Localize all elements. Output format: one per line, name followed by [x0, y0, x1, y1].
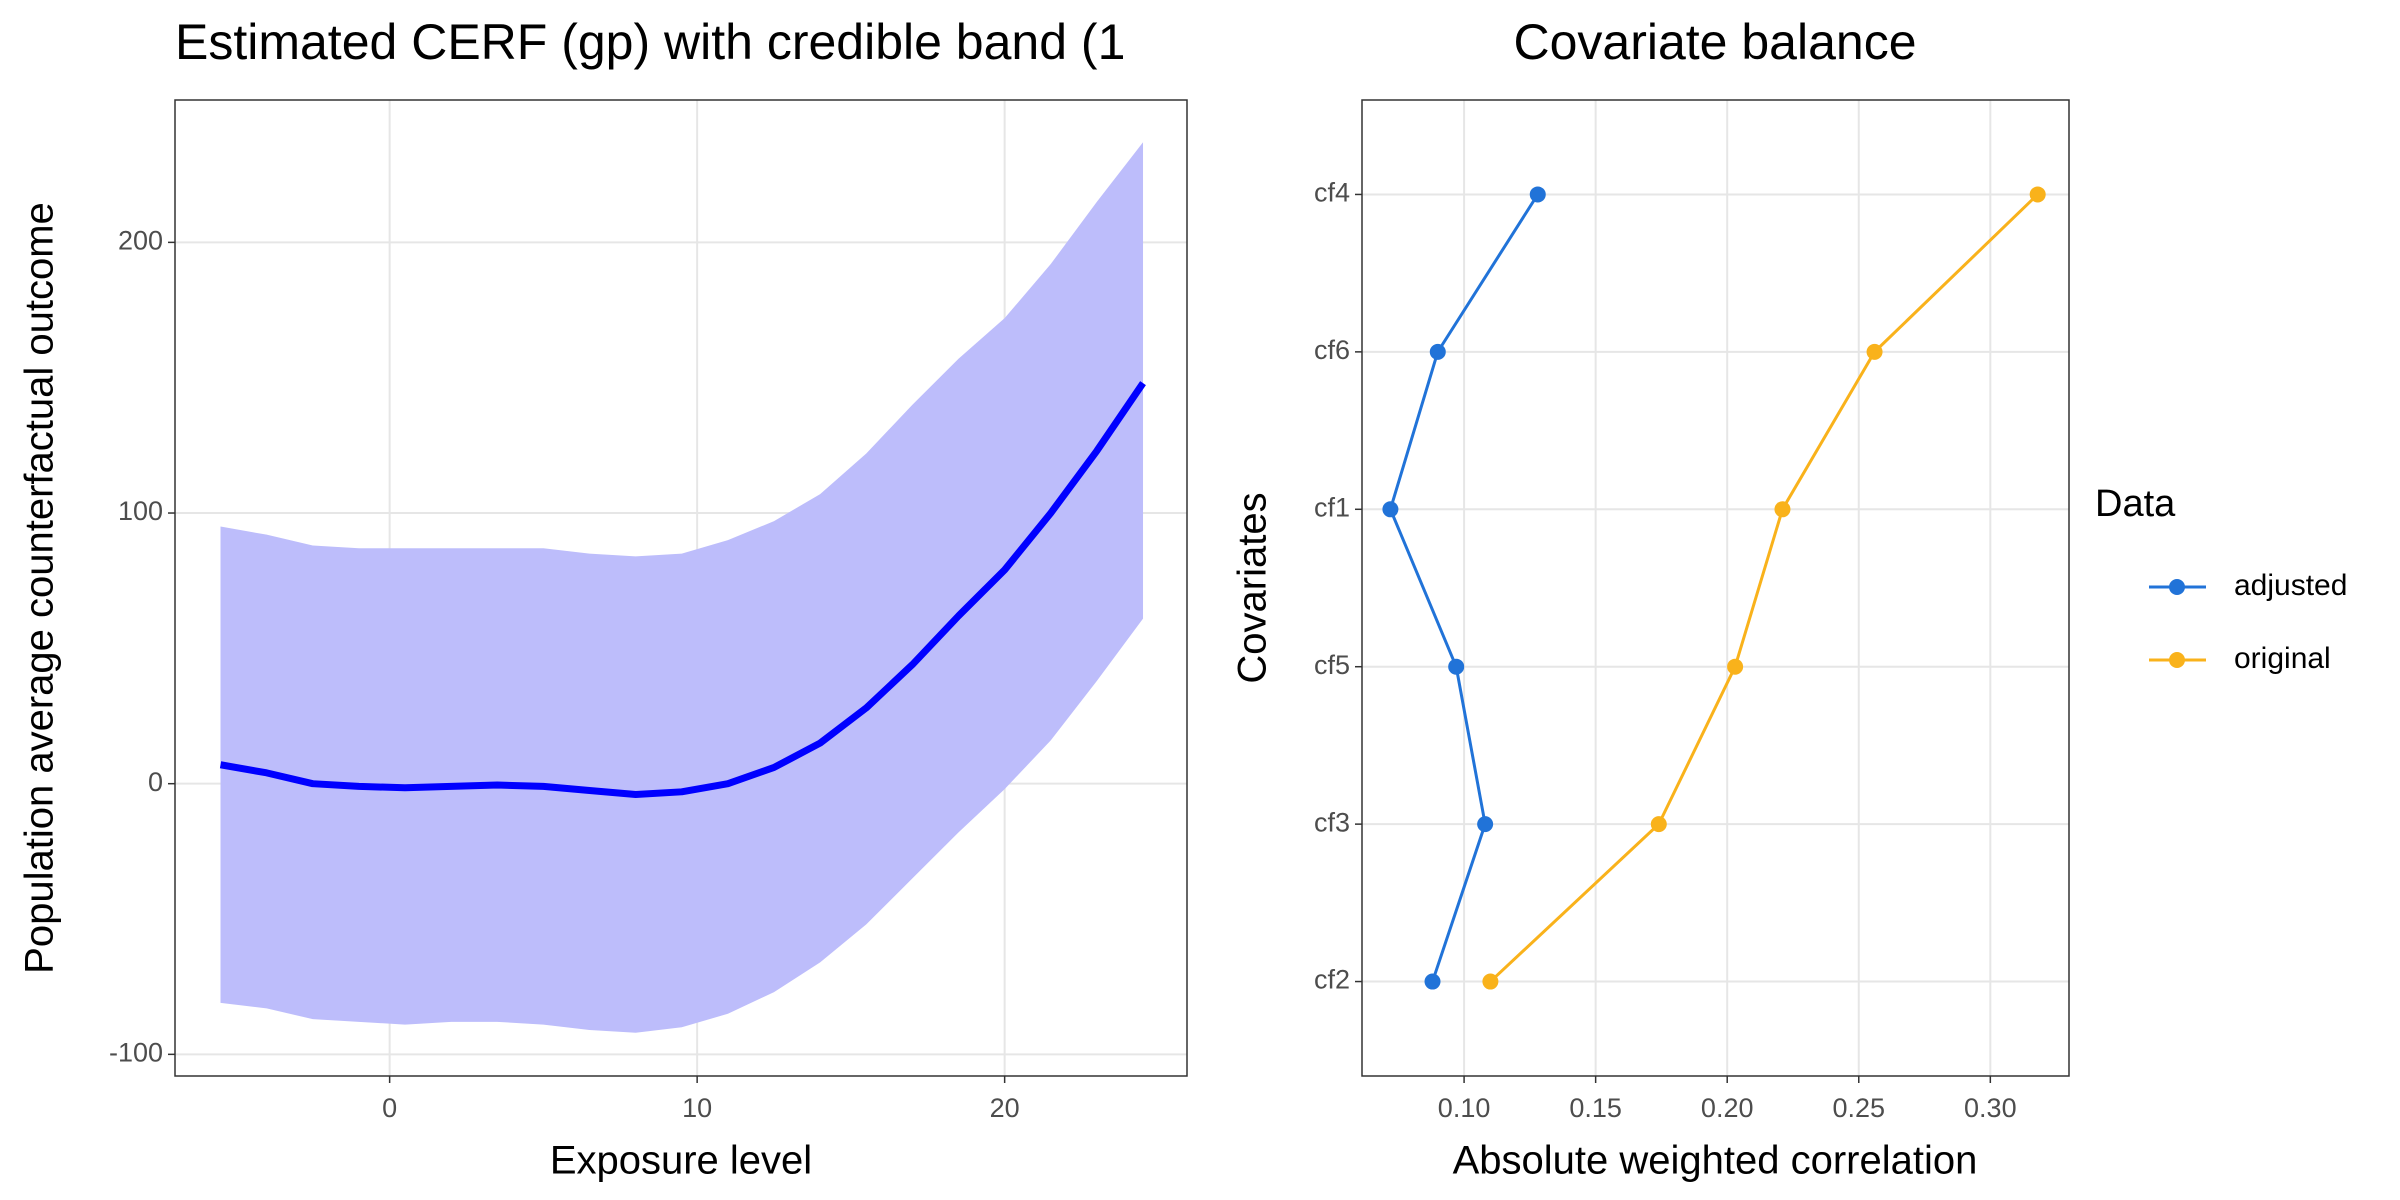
point [2029, 186, 2046, 203]
credible-band [220, 142, 1144, 1033]
point [1774, 501, 1791, 518]
y-axis-title: Covariates [1231, 492, 1275, 683]
point [1424, 973, 1441, 990]
y-tick-label: cf4 [1314, 178, 1350, 208]
y-tick-label: cf3 [1314, 807, 1350, 837]
point [1477, 816, 1494, 833]
legend-key-point [2169, 579, 2185, 595]
plot-border [174, 99, 1188, 1077]
y-tick-label: 0 [148, 767, 163, 797]
point [1727, 658, 1744, 675]
point [1482, 973, 1499, 990]
chart-title: Estimated CERF (gp) with credible band (… [175, 14, 1125, 70]
x-tick-label: 10 [682, 1093, 712, 1123]
legend-key-point [2169, 652, 2185, 668]
y-tick-label: cf2 [1314, 965, 1350, 995]
point [1866, 343, 1883, 360]
y-tick-label: cf1 [1314, 492, 1350, 522]
y-tick-label: cf5 [1314, 650, 1350, 680]
x-tick-label: 0.10 [1438, 1093, 1491, 1123]
plot-border [1361, 99, 2070, 1077]
legend-label: adjusted [2234, 569, 2347, 602]
y-tick-label: 200 [118, 225, 163, 255]
x-tick-label: 0.25 [1832, 1093, 1885, 1123]
chart-title: Covariate balance [1513, 14, 1916, 70]
point [1529, 186, 1546, 203]
y-axis-title: Population average counterfactual outcom… [18, 202, 62, 974]
point [1382, 501, 1399, 518]
y-tick-label: -100 [109, 1037, 163, 1067]
y-tick-label: 100 [118, 496, 163, 526]
y-tick-label: cf6 [1314, 335, 1350, 365]
x-tick-label: 0.20 [1701, 1093, 1754, 1123]
series-line [1388, 193, 1540, 983]
x-axis-title: Absolute weighted correlation [1453, 1139, 1978, 1183]
point [1429, 343, 1446, 360]
legend-title: Data [2095, 483, 2176, 525]
x-axis-title: Exposure level [550, 1139, 812, 1183]
series-line [1489, 193, 2039, 983]
plot-background [1362, 100, 2069, 1076]
point [1650, 816, 1667, 833]
estimate-line [219, 381, 1146, 799]
x-tick-label: 20 [990, 1093, 1020, 1123]
x-tick-label: 0 [382, 1093, 397, 1123]
x-tick-label: 0.15 [1569, 1093, 1622, 1123]
point [1448, 658, 1465, 675]
x-tick-label: 0.30 [1964, 1093, 2017, 1123]
legend-label: original [2234, 642, 2331, 675]
